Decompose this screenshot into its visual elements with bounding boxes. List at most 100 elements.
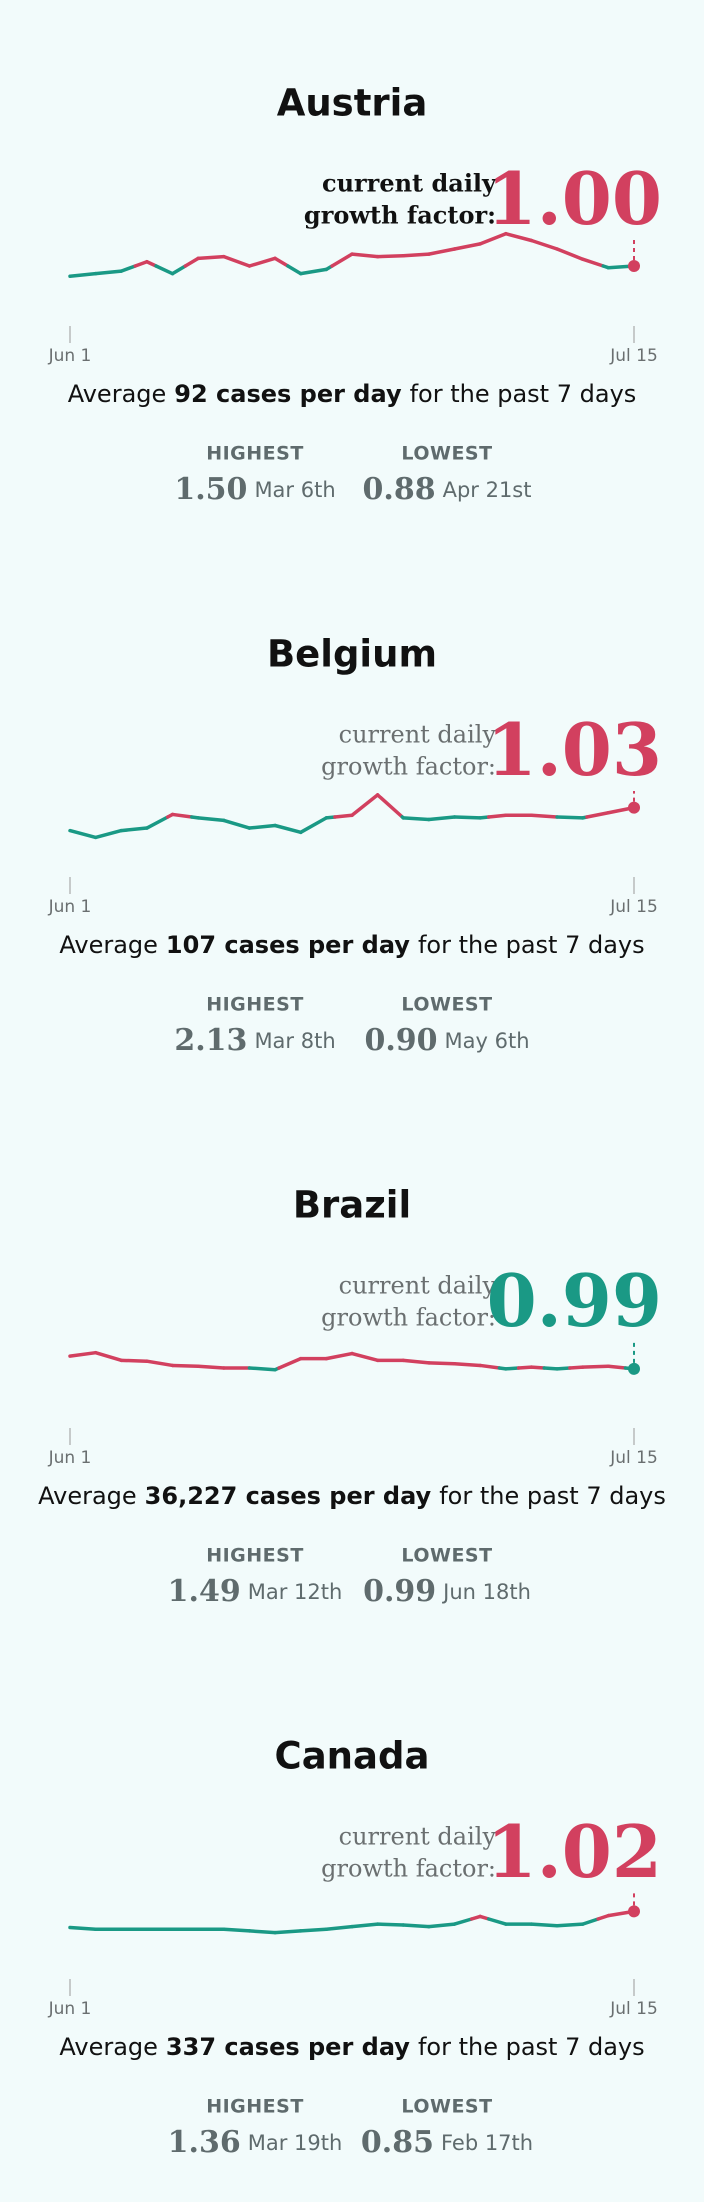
growth-line xyxy=(170,264,188,276)
growth-line xyxy=(580,1917,600,1926)
country-title: Canada xyxy=(275,1735,430,1778)
growth-line xyxy=(133,260,149,268)
highest-stat: 1.50 Mar 6th xyxy=(174,472,335,507)
growth-line xyxy=(542,1366,559,1371)
lowest-date: Apr 21st xyxy=(443,478,532,502)
growth-line xyxy=(401,1358,431,1365)
average-part: 92 cases per day xyxy=(174,380,402,408)
growth-line xyxy=(196,1364,226,1370)
growth-line xyxy=(119,826,149,833)
x-tick-label: Jun 1 xyxy=(48,1999,92,2019)
highest-date: Mar 8th xyxy=(254,1029,335,1053)
growth-line xyxy=(486,813,508,819)
lowest-value: 0.99 xyxy=(363,1574,436,1609)
growth-line xyxy=(273,823,303,835)
growth-line xyxy=(68,271,98,278)
growth-line xyxy=(516,1365,534,1370)
growth-line xyxy=(277,1356,303,1370)
growth-line xyxy=(452,815,482,820)
growth-line xyxy=(529,1922,559,1928)
growth-line xyxy=(606,1364,628,1370)
highest-date: Mar 19th xyxy=(248,2131,343,2155)
lowest-heading: LOWEST xyxy=(401,1545,492,1567)
growth-line xyxy=(401,1923,431,1929)
lowest-stat: 0.85 Feb 17th xyxy=(361,2125,533,2160)
growth-line xyxy=(170,1363,200,1369)
growth-line xyxy=(298,267,329,276)
growth-line xyxy=(68,1925,98,1931)
growth-line xyxy=(298,816,329,835)
average-text: Average 107 cases per day for the past 7 d… xyxy=(59,931,644,959)
lowest-date: Feb 17th xyxy=(441,2131,533,2155)
growth-line xyxy=(247,1366,277,1372)
highest-date: Mar 12th xyxy=(248,1580,343,1604)
growth-line xyxy=(504,231,534,243)
growth-line xyxy=(375,793,405,819)
x-tick-label: Jun 1 xyxy=(48,897,92,917)
highest-value: 1.49 xyxy=(168,1574,241,1609)
growth-line xyxy=(427,1361,457,1366)
growth-line xyxy=(273,1929,303,1935)
growth-line xyxy=(286,264,303,276)
highest-value: 1.50 xyxy=(174,472,247,507)
growth-line xyxy=(247,1929,277,1935)
lowest-value: 0.90 xyxy=(364,1023,437,1058)
growth-line xyxy=(222,1927,252,1933)
average-part: for the past 7 days xyxy=(410,380,637,408)
average-part: Average xyxy=(59,931,158,959)
country-panel: Canada current daily growth factor:1.02 Jun… xyxy=(48,1735,662,2161)
current-growth-factor: 1.03 xyxy=(487,707,662,792)
highest-date: Mar 6th xyxy=(254,478,335,502)
growth-line xyxy=(196,816,226,823)
highest-heading: HIGHEST xyxy=(206,2096,304,2118)
current-dot xyxy=(628,1905,640,1918)
growth-line xyxy=(68,1350,98,1358)
growth-line xyxy=(247,823,277,830)
country-title: Austria xyxy=(277,82,428,125)
growth-line xyxy=(145,1359,175,1368)
growth-line xyxy=(93,1350,124,1363)
current-dot xyxy=(628,801,640,814)
lowest-heading: LOWEST xyxy=(401,443,492,465)
highest-value: 2.13 xyxy=(174,1023,247,1058)
growth-line xyxy=(580,257,605,268)
growth-line xyxy=(183,256,200,268)
growth-line xyxy=(555,815,585,820)
growth-line xyxy=(119,264,138,273)
country-panel: Austria current daily growth factor:1.00 Ju… xyxy=(48,82,662,508)
growth-line xyxy=(375,254,406,259)
growth-line xyxy=(68,828,98,840)
growth-line xyxy=(401,816,431,822)
x-tick-label: Jul 15 xyxy=(609,1999,658,2019)
growth-line xyxy=(324,1924,354,1931)
growth-line xyxy=(350,1922,380,1929)
lowest-value: 0.88 xyxy=(363,472,436,507)
growth-label: growth factor: xyxy=(321,1304,496,1332)
average-part: Average xyxy=(59,2033,158,2061)
current-dot xyxy=(628,260,640,272)
highest-stat: 1.36 Mar 19th xyxy=(168,2125,343,2160)
average-text: Average 337 cases per day for the past 7 d… xyxy=(59,2033,644,2061)
lowest-date: May 6th xyxy=(445,1029,530,1053)
growth-line xyxy=(401,252,431,258)
growth-line xyxy=(350,1351,380,1363)
current-growth-factor: 0.99 xyxy=(487,1258,662,1343)
growth-line xyxy=(247,256,277,268)
average-part: 36,227 cases per day xyxy=(145,1482,432,1510)
average-part: Average xyxy=(68,380,167,408)
growth-line xyxy=(119,1358,149,1363)
growth-line xyxy=(504,1366,521,1371)
average-part: 107 cases per day xyxy=(166,931,410,959)
lowest-heading: LOWEST xyxy=(401,2096,492,2118)
highest-heading: HIGHEST xyxy=(206,1545,304,1567)
growth-line xyxy=(330,252,354,268)
growth-line xyxy=(555,1922,585,1928)
growth-line xyxy=(324,1351,354,1361)
growth-label: current daily xyxy=(322,169,497,198)
average-part: Average xyxy=(38,1482,137,1510)
current-growth-factor: 1.02 xyxy=(487,1809,662,1894)
highest-stat: 2.13 Mar 8th xyxy=(174,1023,335,1058)
highest-heading: HIGHEST xyxy=(206,443,304,465)
